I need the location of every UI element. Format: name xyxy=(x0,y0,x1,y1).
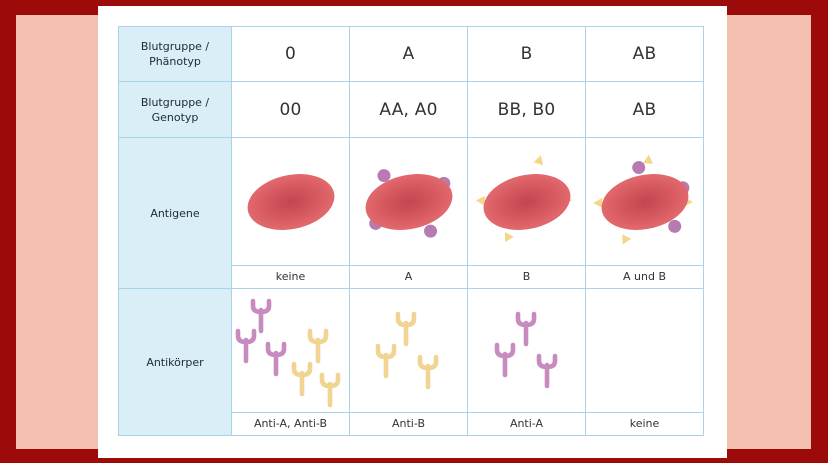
phenotype-a: A xyxy=(349,26,468,82)
antibodies-anti-a-anti-b-icon xyxy=(235,298,341,408)
antibodies-cell-0: Anti-A, Anti-B xyxy=(231,288,350,436)
antibody-y-icon xyxy=(536,353,558,389)
genotype-ab: AB xyxy=(585,81,704,138)
phenotype-ab: AB xyxy=(585,26,704,82)
red-blood-cell-icon xyxy=(247,174,335,230)
genotype-b: BB, B0 xyxy=(467,81,586,138)
antigen-b-spike-icon xyxy=(504,231,514,243)
antigen-caption-ab: A und B xyxy=(586,265,703,288)
antibody-y-icon xyxy=(417,354,439,390)
antibody-y-icon xyxy=(319,372,341,408)
antigen-a-dot-icon xyxy=(632,161,646,175)
red-blood-cell-with-antigen-a-icon xyxy=(365,169,453,238)
antigen-b-spike-icon xyxy=(622,234,632,245)
antigens-cell-a: A xyxy=(349,137,468,289)
antigen-b-spike-icon xyxy=(643,154,654,164)
antibodies-cell-b: Anti-A xyxy=(467,288,586,436)
blood-group-table: Blutgruppe / Phänotyp 0 A B AB Blutgrupp… xyxy=(118,26,704,436)
antigen-a-dot-icon xyxy=(377,169,391,183)
antibody-y-icon xyxy=(291,361,313,397)
antigens-header: Antigene xyxy=(118,137,232,289)
red-blood-cell-with-antigen-ab-icon xyxy=(593,154,693,245)
antibody-caption-0: Anti-A, Anti-B xyxy=(232,412,349,435)
antigens-row: Antigene keine A B A und B xyxy=(118,137,704,289)
antibody-caption-a: Anti-B xyxy=(350,412,467,435)
antigen-caption-a: A xyxy=(350,265,467,288)
phenotype-header: Blutgruppe / Phänotyp xyxy=(118,26,232,82)
antigens-cell-0: keine xyxy=(231,137,350,289)
antibodies-anti-a-icon xyxy=(494,311,558,389)
antibody-y-icon xyxy=(395,311,417,347)
antibodies-none xyxy=(586,289,704,411)
antigen-caption-0: keine xyxy=(232,265,349,288)
genotype-row: Blutgruppe / Genotyp 00 AA, A0 BB, B0 AB xyxy=(118,81,704,138)
antibody-y-icon xyxy=(250,298,272,334)
phenotype-b: B xyxy=(467,26,586,82)
antibodies-anti-b-icon xyxy=(375,311,439,390)
left-side-band xyxy=(16,15,98,449)
genotype-0: 00 xyxy=(231,81,350,138)
antibody-caption-b: Anti-A xyxy=(468,412,585,435)
antibody-y-icon xyxy=(265,341,287,377)
antigen-b-spike-icon xyxy=(475,195,485,206)
antigen-a-dot-icon xyxy=(424,224,438,238)
genotype-a: AA, A0 xyxy=(349,81,468,138)
red-blood-cell-with-antigen-b-icon xyxy=(475,155,573,243)
phenotype-0: 0 xyxy=(231,26,350,82)
antigens-cell-ab: A und B xyxy=(585,137,704,289)
antibodies-header: Antikörper xyxy=(118,288,232,436)
antigen-b-spike-icon xyxy=(593,197,603,208)
antigen-b-spike-icon xyxy=(533,155,544,166)
antigens-cell-b: B xyxy=(467,137,586,289)
antigen-caption-b: B xyxy=(468,265,585,288)
antibodies-row: Antikörper Anti-A, Anti-B Anti-B Anti-A … xyxy=(118,288,704,436)
antibodies-cell-a: Anti-B xyxy=(349,288,468,436)
antibody-y-icon xyxy=(375,343,397,379)
antibody-y-icon xyxy=(515,311,537,347)
antibody-y-icon xyxy=(307,328,329,364)
antibody-caption-ab: keine xyxy=(586,412,703,435)
antibody-y-icon xyxy=(494,342,516,378)
right-side-band xyxy=(727,15,811,449)
genotype-header: Blutgruppe / Genotyp xyxy=(118,81,232,138)
antibodies-cell-ab: keine xyxy=(585,288,704,436)
antibody-y-icon xyxy=(235,328,257,364)
phenotype-row: Blutgruppe / Phänotyp 0 A B AB xyxy=(118,26,704,82)
antigen-a-dot-icon xyxy=(668,219,682,233)
